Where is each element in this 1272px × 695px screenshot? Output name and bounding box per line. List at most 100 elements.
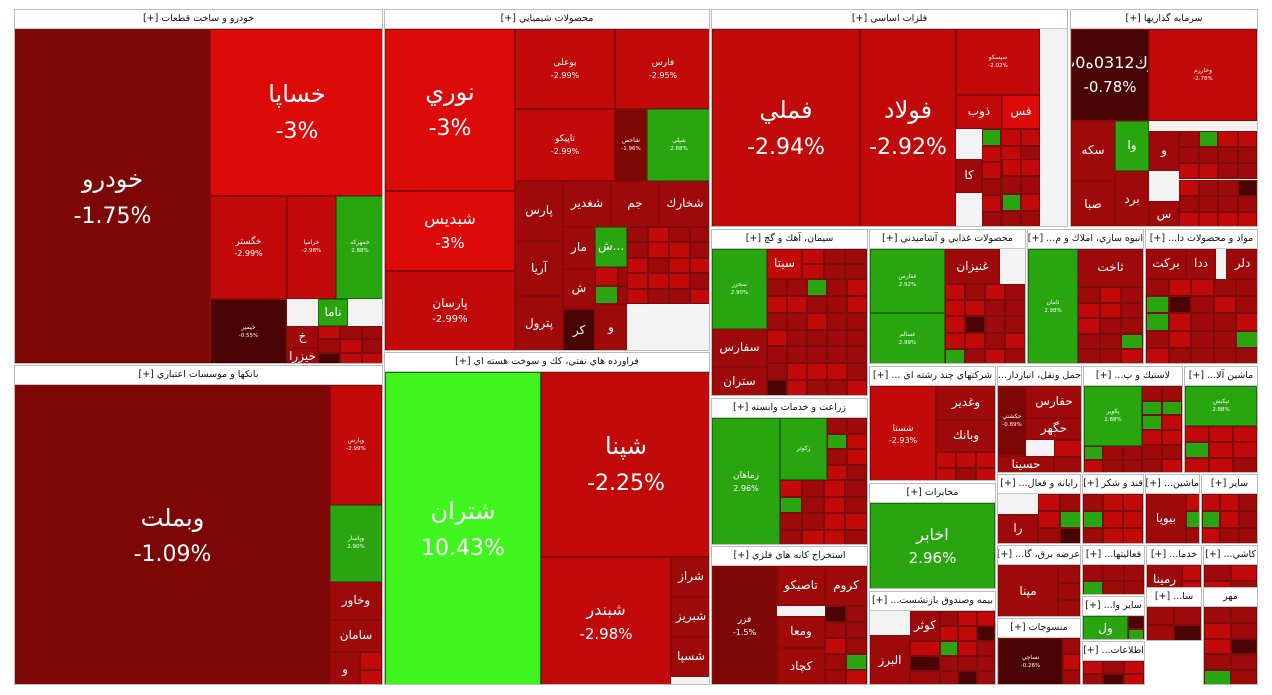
stock-tile-kr[interactable]: كر — [563, 309, 595, 350]
filler-tile[interactable] — [1218, 147, 1238, 164]
filler-tile[interactable] — [360, 669, 382, 684]
filler-tile[interactable] — [1083, 511, 1103, 528]
filler-tile[interactable] — [787, 346, 807, 364]
filler-tile[interactable] — [956, 452, 976, 468]
filler-tile[interactable] — [1038, 494, 1060, 511]
filler-tile[interactable] — [1128, 616, 1144, 629]
filler-tile[interactable] — [847, 464, 867, 480]
stock-tile-hkeshti[interactable]: حكشتي -0.89% — [998, 386, 1026, 456]
filler-tile[interactable] — [1123, 580, 1144, 594]
filler-tile[interactable] — [807, 363, 827, 381]
filler-tile[interactable] — [845, 513, 867, 530]
filler-tile[interactable] — [1237, 131, 1257, 148]
filler-tile[interactable] — [823, 529, 846, 544]
filler-tile[interactable] — [1142, 444, 1162, 460]
filler-tile[interactable] — [648, 257, 669, 274]
stock-tile-arya[interactable]: آريا — [515, 241, 563, 296]
stock-tile-sh[interactable]: ش — [563, 269, 595, 309]
filler-tile[interactable] — [1142, 415, 1162, 430]
filler-tile[interactable] — [1162, 430, 1182, 445]
filler-tile[interactable] — [1099, 302, 1122, 319]
filler-tile[interactable] — [1220, 511, 1239, 528]
filler-tile[interactable] — [965, 284, 985, 301]
stock-tile-pars[interactable]: پارس — [515, 181, 563, 241]
filler-tile[interactable] — [1237, 195, 1257, 212]
filler-tile[interactable] — [1122, 446, 1142, 460]
filler-tile[interactable] — [847, 295, 867, 313]
stock-tile-zmahan[interactable]: زماهان 2.96% — [712, 418, 780, 544]
filler-tile[interactable] — [1198, 163, 1218, 180]
filler-tile[interactable] — [1162, 400, 1182, 416]
filler-tile[interactable] — [787, 279, 807, 296]
filler-tile[interactable] — [976, 452, 995, 468]
filler-tile[interactable] — [958, 656, 977, 671]
stock-tile-saman[interactable]: ثامان 2.98% — [1028, 249, 1078, 363]
filler-tile[interactable] — [845, 480, 867, 497]
filler-tile[interactable] — [801, 529, 824, 544]
filler-tile[interactable] — [1099, 287, 1122, 303]
filler-tile[interactable] — [1204, 607, 1231, 623]
filler-tile[interactable] — [982, 178, 1002, 195]
sector-title[interactable]: عرضه برق، گا... [+] — [998, 546, 1080, 565]
filler-tile[interactable] — [827, 312, 847, 330]
filler-tile[interactable] — [1083, 673, 1104, 684]
sector-title[interactable]: فعاليتها... [+] — [1083, 546, 1144, 565]
sector-title[interactable]: شركتهاي چند رشته اي ... [+] — [870, 367, 995, 386]
stock-tile-khodro[interactable]: خودرو -1.75% — [15, 29, 210, 363]
filler-tile[interactable] — [1191, 313, 1214, 331]
filler-tile[interactable] — [1209, 442, 1233, 458]
sector-title[interactable]: سرمايه گذاريها [+] — [1071, 10, 1257, 29]
filler-tile[interactable] — [1021, 159, 1040, 177]
stock-tile-kosar[interactable]: كوثر — [910, 611, 940, 641]
filler-tile[interactable] — [1213, 313, 1237, 331]
stock-tile-hsina[interactable]: حسينا — [998, 456, 1054, 472]
filler-tile[interactable] — [1121, 318, 1143, 334]
stock-tile-dlr[interactable]: دلر — [1226, 249, 1257, 279]
filler-tile[interactable] — [1191, 279, 1214, 297]
stock-tile-setran[interactable]: ستران — [712, 367, 767, 395]
filler-tile[interactable] — [847, 346, 867, 364]
filler-tile[interactable] — [827, 346, 847, 364]
stock-tile-mar[interactable]: مار — [563, 227, 595, 269]
filler-tile[interactable] — [1005, 348, 1025, 363]
filler-tile[interactable] — [965, 348, 985, 363]
filler-tile[interactable] — [1083, 565, 1104, 581]
filler-tile[interactable] — [767, 312, 787, 330]
filler-tile[interactable] — [648, 273, 669, 289]
filler-tile[interactable] — [910, 671, 940, 684]
stock-tile-barakat[interactable]: بركت — [1146, 249, 1186, 279]
stock-tile-ghsalam[interactable]: غسالم 2.99% — [870, 313, 945, 363]
stock-tile-zkosh[interactable]: زكوثر — [780, 418, 827, 480]
filler-tile[interactable] — [985, 332, 1005, 349]
filler-tile[interactable] — [595, 285, 619, 304]
filler-tile[interactable] — [767, 363, 787, 381]
filler-tile[interactable] — [982, 211, 1002, 226]
filler-tile[interactable] — [1103, 460, 1123, 472]
filler-tile[interactable] — [845, 529, 867, 544]
filler-tile[interactable] — [1168, 279, 1192, 297]
filler-tile[interactable] — [982, 129, 1002, 146]
filler-tile[interactable] — [1005, 316, 1025, 333]
filler-tile[interactable] — [669, 273, 690, 289]
filler-tile[interactable] — [767, 346, 787, 364]
stock-tile-bard[interactable]: برد — [1115, 171, 1149, 226]
filler-tile[interactable] — [847, 279, 867, 296]
stock-tile-nama[interactable]: ناما — [318, 299, 348, 326]
stock-tile-akhaber[interactable]: اخابر 2.96% — [870, 503, 995, 588]
filler-tile[interactable] — [802, 264, 824, 279]
filler-tile[interactable] — [945, 284, 965, 301]
stock-tile-buali[interactable]: بوعلی -2.99% — [515, 29, 615, 109]
filler-tile[interactable] — [985, 316, 1005, 333]
stock-tile-shgreen[interactable]: ش... — [595, 227, 627, 267]
filler-tile[interactable] — [1020, 129, 1040, 146]
filler-tile[interactable] — [845, 264, 867, 279]
stock-tile-nkhazar[interactable]: نساچي -0.26% — [998, 638, 1063, 684]
filler-tile[interactable] — [1078, 318, 1100, 334]
sector-title[interactable]: مخابرات [+] — [870, 484, 995, 503]
stock-tile-saba[interactable]: صبا — [1071, 181, 1115, 226]
filler-tile[interactable] — [1123, 661, 1144, 674]
filler-tile[interactable] — [827, 380, 847, 395]
filler-tile[interactable] — [1168, 330, 1192, 348]
filler-tile[interactable] — [1179, 147, 1199, 164]
filler-tile[interactable] — [807, 329, 827, 347]
